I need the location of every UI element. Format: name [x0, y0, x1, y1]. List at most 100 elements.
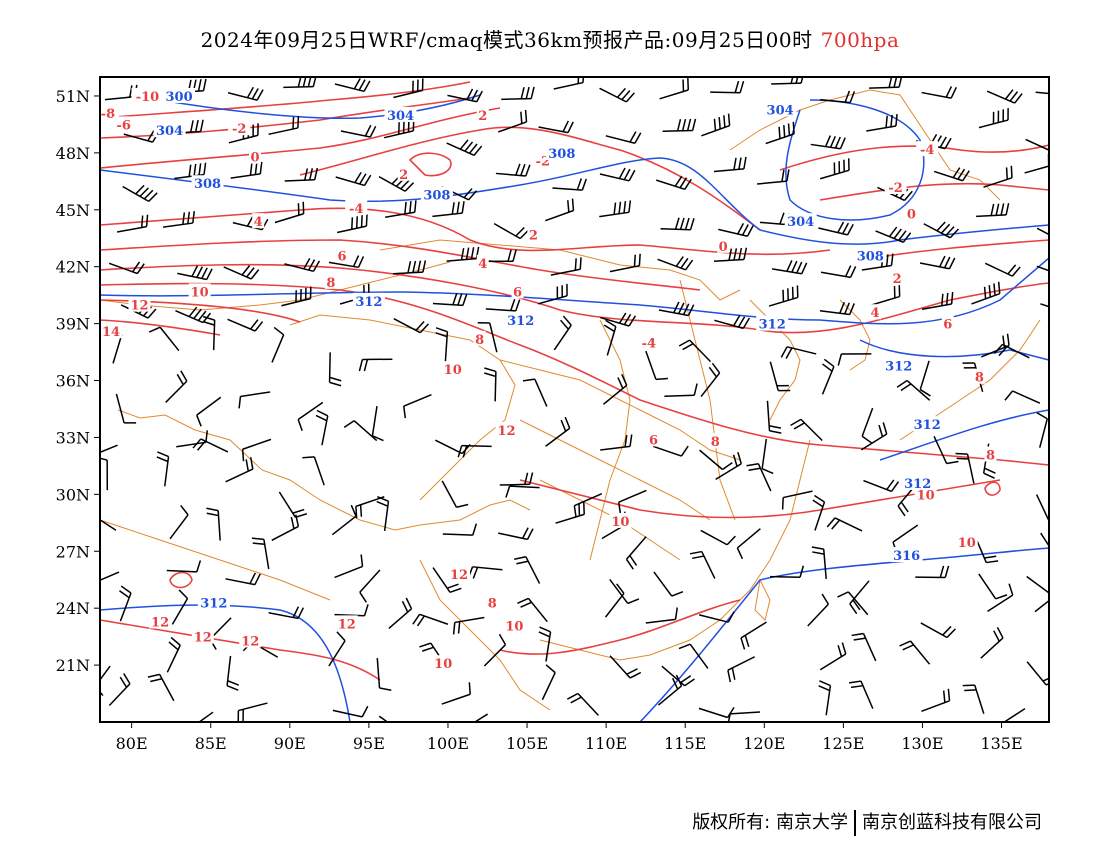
- temperature-label: 12: [241, 634, 259, 649]
- wind-barb: [826, 517, 863, 532]
- wind-barb: [441, 480, 469, 508]
- wind-barb: [851, 632, 877, 662]
- wind-barb: [435, 327, 449, 362]
- wind-barb: [432, 567, 462, 594]
- temperature-label: 2: [478, 109, 487, 124]
- wind-barb: [609, 655, 642, 679]
- wind-barb: [545, 198, 575, 222]
- wind-barb: [393, 317, 430, 334]
- wind-barb: [1025, 138, 1049, 151]
- geopotential-label-bg: [756, 315, 789, 331]
- geopotential-label-bg: [153, 122, 186, 138]
- lon-label: 95E: [353, 734, 385, 753]
- wind-barb: [678, 643, 709, 669]
- wind-barb: [334, 604, 369, 617]
- temperature-label-bg: [473, 330, 486, 346]
- wind-barb: [553, 77, 585, 90]
- temperature-label: -2: [888, 181, 902, 196]
- wind-barb: [175, 306, 212, 324]
- temperature-label: 6: [943, 318, 952, 333]
- temperature-label: -4: [349, 202, 363, 217]
- wind-barb: [274, 201, 305, 224]
- isotherm-14: [100, 319, 221, 336]
- wind-barb: [371, 406, 384, 442]
- geopotential-label: 304: [787, 215, 814, 230]
- wind-barb: [921, 86, 958, 99]
- temperature-label: 14: [102, 325, 120, 340]
- temperature-label-bg: [128, 296, 151, 312]
- temperature-label: 4: [870, 306, 879, 321]
- isotherm-10: [100, 282, 1049, 466]
- wind-barb: [870, 284, 901, 306]
- wind-barb: [933, 167, 970, 182]
- wind-barb: [678, 339, 712, 363]
- wind-barb: [625, 536, 647, 570]
- temperature-label-bg: [486, 594, 499, 610]
- wind-barb: [812, 494, 826, 531]
- wind-barb: [383, 118, 415, 139]
- temperature-label-bg: [647, 431, 660, 447]
- temperature-label-bg: [335, 247, 348, 263]
- longitude-axis: 80E 85E 90E 95E 100E 105E 110E 115E 120E 125E 130E…: [116, 722, 1023, 753]
- temperature-label-bg: [441, 361, 464, 377]
- wind-barb: [328, 255, 365, 269]
- wind-barb: [923, 221, 959, 239]
- wind-barb: [122, 184, 158, 202]
- wind-barb: [653, 571, 684, 597]
- wind-barb: [566, 692, 599, 716]
- wind-barb: [921, 688, 951, 712]
- geopotential-label: 312: [885, 359, 912, 374]
- wind-barb: [769, 361, 791, 392]
- geopotential-label-bg: [764, 101, 797, 117]
- isohypse-304-ne: [785, 99, 925, 221]
- plot-frame: [99, 76, 1050, 723]
- wind-barb: [618, 489, 647, 515]
- wind-barb: [553, 315, 572, 351]
- latitude-axis: 51N 48N 45N 42N 39N 36N 33N 30N 27N 24N 21N: [56, 87, 100, 675]
- wind-barb: [1035, 91, 1049, 95]
- geopotential-label: 312: [507, 314, 534, 329]
- wind-barb: [866, 114, 898, 132]
- geopotential-label: 308: [194, 177, 221, 192]
- temperature-label-bg: [891, 270, 904, 286]
- wind-barb: [818, 221, 854, 236]
- plot-area: -10-8-6-4-2022-44-226846101214810120-20-…: [99, 76, 1050, 723]
- wind-barb: [555, 502, 585, 524]
- geopotential-label-bg: [352, 292, 385, 308]
- wind-barb: [848, 680, 874, 709]
- wind-barb: [336, 214, 368, 234]
- temperature-label-bg: [324, 273, 337, 289]
- wind-barb: [1036, 227, 1049, 236]
- temperature-label-bg: [397, 165, 410, 181]
- wind-barb: [718, 223, 754, 237]
- temperature-label-bg: [345, 199, 368, 215]
- geopotential-label: 312: [904, 477, 931, 492]
- wind-barb: [358, 358, 393, 372]
- lon-label: 110E: [585, 734, 627, 753]
- wind-barb: [477, 321, 498, 353]
- temperature-contours: [100, 81, 1049, 681]
- geopotential-label: 304: [387, 109, 414, 124]
- wind-barb: [452, 616, 485, 635]
- temperature-label-bg: [955, 533, 978, 549]
- temperature-label: 6: [337, 249, 346, 264]
- geopotential-label-bg: [420, 186, 453, 202]
- wind-barb: [332, 705, 369, 718]
- temperature-label-bg: [100, 105, 119, 121]
- isotherm-east-2: [819, 182, 1049, 201]
- temperature-label-bg: [432, 655, 455, 671]
- wind-barb: [714, 314, 751, 330]
- wind-barb: [1035, 494, 1049, 523]
- temperature-label-bg: [717, 237, 730, 253]
- wind-barb: [645, 350, 668, 381]
- wind-barb: [698, 706, 735, 719]
- wind-barb: [359, 569, 381, 603]
- wind-barb: [393, 78, 424, 99]
- wind-barb: [1034, 599, 1049, 613]
- wind-barb: [604, 583, 625, 618]
- temperature-label: 6: [513, 285, 522, 300]
- temperature-label-bg: [511, 283, 524, 299]
- wind-barb: [514, 556, 541, 584]
- wind-barb: [331, 504, 357, 536]
- isohypse-312-sw: [100, 604, 351, 722]
